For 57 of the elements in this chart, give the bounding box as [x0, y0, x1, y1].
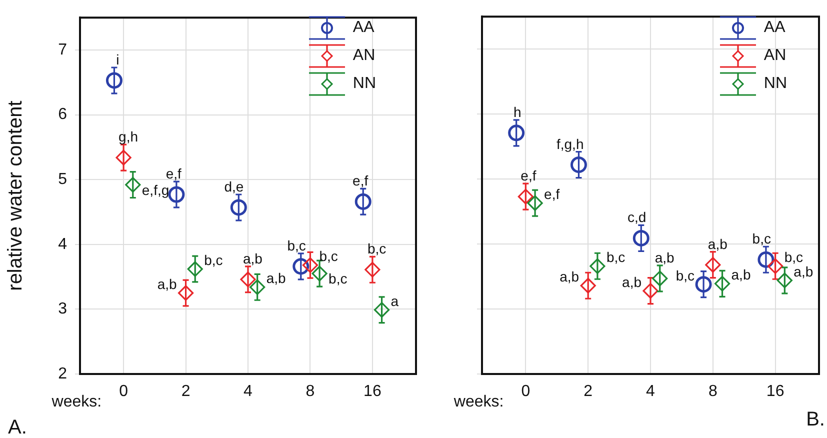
- data-label: e,f: [544, 186, 560, 202]
- y-tick-label: 2: [58, 365, 68, 382]
- legend-label: AN: [352, 46, 376, 66]
- data-label: c,d: [627, 209, 646, 226]
- data-label: b,c: [784, 249, 803, 266]
- data-label: a,b: [266, 270, 286, 286]
- legend-label: NN: [764, 74, 787, 94]
- data-label: a,b: [794, 263, 814, 280]
- legend-label: AA: [764, 18, 786, 38]
- data-label: h: [514, 104, 522, 120]
- data-label: a,b: [708, 236, 728, 252]
- x-axis-title: weeks:: [50, 393, 102, 410]
- data-label: a,b: [654, 249, 675, 266]
- x-tick-label: 8: [708, 383, 718, 400]
- data-label: g,h: [118, 128, 138, 145]
- data-label: d,e: [224, 178, 244, 195]
- data-label: a: [390, 292, 399, 309]
- data-label: a,b: [731, 266, 751, 283]
- x-tick-label: 16: [364, 383, 382, 400]
- x-tick-label: 0: [521, 383, 530, 400]
- x-tick-label: 16: [766, 383, 784, 400]
- data-label: b,c: [328, 270, 348, 287]
- data-label: e,f: [352, 172, 368, 189]
- y-tick-label: 6: [58, 106, 68, 124]
- y-tick-label: 3: [58, 300, 68, 318]
- data-label: i: [116, 51, 120, 68]
- x-tick-label: 2: [584, 383, 593, 400]
- x-tick-label: 0: [119, 383, 128, 400]
- x-tick-label: 4: [244, 383, 253, 400]
- text: B.: [806, 408, 825, 431]
- y-tick-label: 4: [58, 236, 68, 253]
- x-tick-label: 8: [306, 383, 315, 400]
- data-label: a,b: [243, 250, 263, 266]
- data-label: b,c: [676, 267, 695, 284]
- data-label: a,b: [560, 268, 580, 285]
- data-label: a,b: [622, 274, 642, 290]
- data-label: b,c: [606, 249, 626, 266]
- x-tick-label: 4: [646, 383, 656, 400]
- y-tick-label: 5: [58, 171, 68, 188]
- data-label: b,c: [319, 248, 338, 264]
- data-label: e,f,g: [142, 182, 170, 198]
- y-axis-title: relative water content: [4, 100, 27, 291]
- x-tick-label: 2: [181, 383, 190, 400]
- legend-label: AN: [764, 46, 786, 66]
- y-tick-label: 7: [58, 41, 68, 58]
- data-label: f,g,h: [556, 136, 584, 152]
- data-label: a,b: [157, 276, 177, 292]
- data-label: b,c: [367, 240, 386, 257]
- data-label: e,f: [520, 168, 536, 184]
- data-label: b,c: [752, 230, 771, 247]
- data-label: e,f: [166, 166, 182, 182]
- legend-label: NN: [352, 74, 376, 94]
- data-label: b,c: [204, 252, 223, 268]
- x-axis-title: weeks:: [452, 393, 504, 410]
- text: A.: [8, 416, 27, 438]
- data-label: b,c: [287, 237, 306, 254]
- legend-label: AA: [352, 18, 374, 38]
